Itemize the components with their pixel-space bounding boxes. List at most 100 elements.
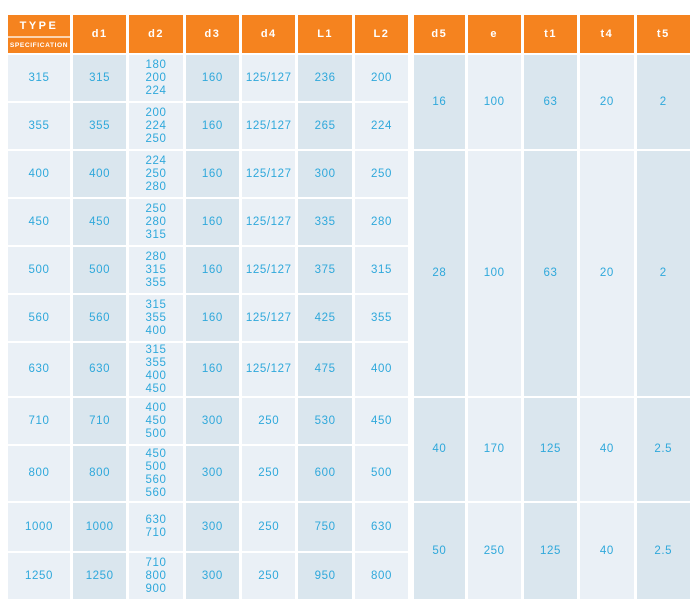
cell-d2: 710 800 900 (129, 553, 183, 599)
cell-d2: 224 250 280 (129, 151, 183, 197)
cell-L1: 950 (298, 553, 352, 599)
cell-e-group: 170 (467, 398, 521, 501)
cell-L1: 265 (298, 103, 352, 149)
cell-L2: 315 (354, 247, 409, 293)
column-header-d1: d1 (73, 15, 127, 53)
table-row: 1250 1250 710 800 900 300 250 950 800 (8, 553, 690, 599)
cell-d1: 630 (73, 343, 127, 396)
cell-d3: 300 (185, 503, 240, 551)
cell-d2: 250 280 315 (129, 199, 183, 245)
column-header-d2: d2 (129, 15, 183, 53)
cell-d3: 300 (185, 398, 240, 444)
column-header-d3: d3 (185, 15, 240, 53)
cell-e-group: 100 (467, 55, 521, 149)
cell-L2: 630 (354, 503, 409, 551)
cell-t4-group: 20 (580, 55, 634, 149)
cell-d1: 710 (73, 398, 127, 444)
cell-d2: 200 224 250 (129, 103, 183, 149)
cell-L2: 450 (354, 398, 409, 444)
cell-L1: 425 (298, 295, 352, 341)
cell-d5-group: 16 (411, 55, 465, 149)
table-row: 500 500 280 315 355 160 125/127 375 315 (8, 247, 690, 293)
cell-d2: 280 315 355 (129, 247, 183, 293)
cell-d1: 355 (73, 103, 127, 149)
cell-d4: 250 (242, 503, 296, 551)
cell-L1: 475 (298, 343, 352, 396)
cell-L1: 236 (298, 55, 352, 101)
specification-label: SPECIFICATION (8, 36, 70, 53)
cell-t1-group: 125 (523, 503, 578, 599)
cell-type: 315 (8, 55, 70, 101)
cell-d3: 160 (185, 103, 240, 149)
cell-L1: 600 (298, 446, 352, 501)
cell-d4: 125/127 (242, 103, 296, 149)
cell-d1: 800 (73, 446, 127, 501)
cell-t1-group: 125 (523, 398, 578, 501)
cell-t1-group: 63 (523, 151, 578, 396)
cell-d4: 125/127 (242, 295, 296, 341)
cell-d2: 315 355 400 450 (129, 343, 183, 396)
cell-L2: 250 (354, 151, 409, 197)
cell-L2: 200 (354, 55, 409, 101)
cell-d4: 125/127 (242, 55, 296, 101)
cell-d2: 450 500 560 560 (129, 446, 183, 501)
column-header-e: e (467, 15, 521, 53)
type-label: TYPE (19, 19, 59, 32)
column-header-L1: L1 (298, 15, 352, 53)
table-row: 630 630 315 355 400 450 160 125/127 475 … (8, 343, 690, 396)
cell-type: 355 (8, 103, 70, 149)
cell-d2: 630 710 (129, 503, 183, 551)
column-header-t5: t5 (636, 15, 690, 53)
cell-d3: 160 (185, 151, 240, 197)
cell-L2: 280 (354, 199, 409, 245)
cell-t1-group: 63 (523, 55, 578, 149)
cell-L2: 355 (354, 295, 409, 341)
cell-L1: 530 (298, 398, 352, 444)
cell-L2: 400 (354, 343, 409, 396)
cell-d4: 125/127 (242, 151, 296, 197)
cell-d3: 300 (185, 446, 240, 501)
cell-type: 1250 (8, 553, 70, 599)
cell-t5-group: 2 (636, 55, 690, 149)
cell-L1: 300 (298, 151, 352, 197)
cell-t4-group: 40 (580, 503, 634, 599)
cell-d3: 160 (185, 343, 240, 396)
cell-t5-group: 2.5 (636, 503, 690, 599)
cell-d3: 160 (185, 55, 240, 101)
table-row: 450 450 250 280 315 160 125/127 335 280 (8, 199, 690, 245)
cell-d4: 125/127 (242, 247, 296, 293)
cell-d1: 1250 (73, 553, 127, 599)
cell-type: 710 (8, 398, 70, 444)
cell-d5-group: 40 (411, 398, 465, 501)
cell-d4: 125/127 (242, 199, 296, 245)
cell-d4: 250 (242, 553, 296, 599)
cell-d4: 250 (242, 446, 296, 501)
cell-t4-group: 40 (580, 398, 634, 501)
cell-e-group: 100 (467, 151, 521, 396)
column-header-d4: d4 (242, 15, 296, 53)
cell-L2: 800 (354, 553, 409, 599)
cell-L1: 750 (298, 503, 352, 551)
cell-d3: 160 (185, 199, 240, 245)
cell-type: 450 (8, 199, 70, 245)
table-row: 315 315 180 200 224 160 125/127 236 200 … (8, 55, 690, 149)
cell-d1: 400 (73, 151, 127, 197)
cell-type: 500 (8, 247, 70, 293)
cell-d1: 560 (73, 295, 127, 341)
cell-d1: 1000 (73, 503, 127, 551)
cell-d3: 300 (185, 553, 240, 599)
cell-L1: 375 (298, 247, 352, 293)
table-row: 560 560 315 355 400 160 125/127 425 355 (8, 295, 690, 341)
cell-d2: 315 355 400 (129, 295, 183, 341)
cell-d5-group: 50 (411, 503, 465, 599)
table-row: 400 400 224 250 280 160 125/127 300 250 … (8, 151, 690, 396)
cell-L2: 500 (354, 446, 409, 501)
cell-d1: 315 (73, 55, 127, 101)
column-header-d5: d5 (411, 15, 465, 53)
cell-type: 800 (8, 446, 70, 501)
column-header-t4: t4 (580, 15, 634, 53)
cell-t4-group: 20 (580, 151, 634, 396)
cell-e-group: 250 (467, 503, 521, 599)
cell-type: 630 (8, 343, 70, 396)
